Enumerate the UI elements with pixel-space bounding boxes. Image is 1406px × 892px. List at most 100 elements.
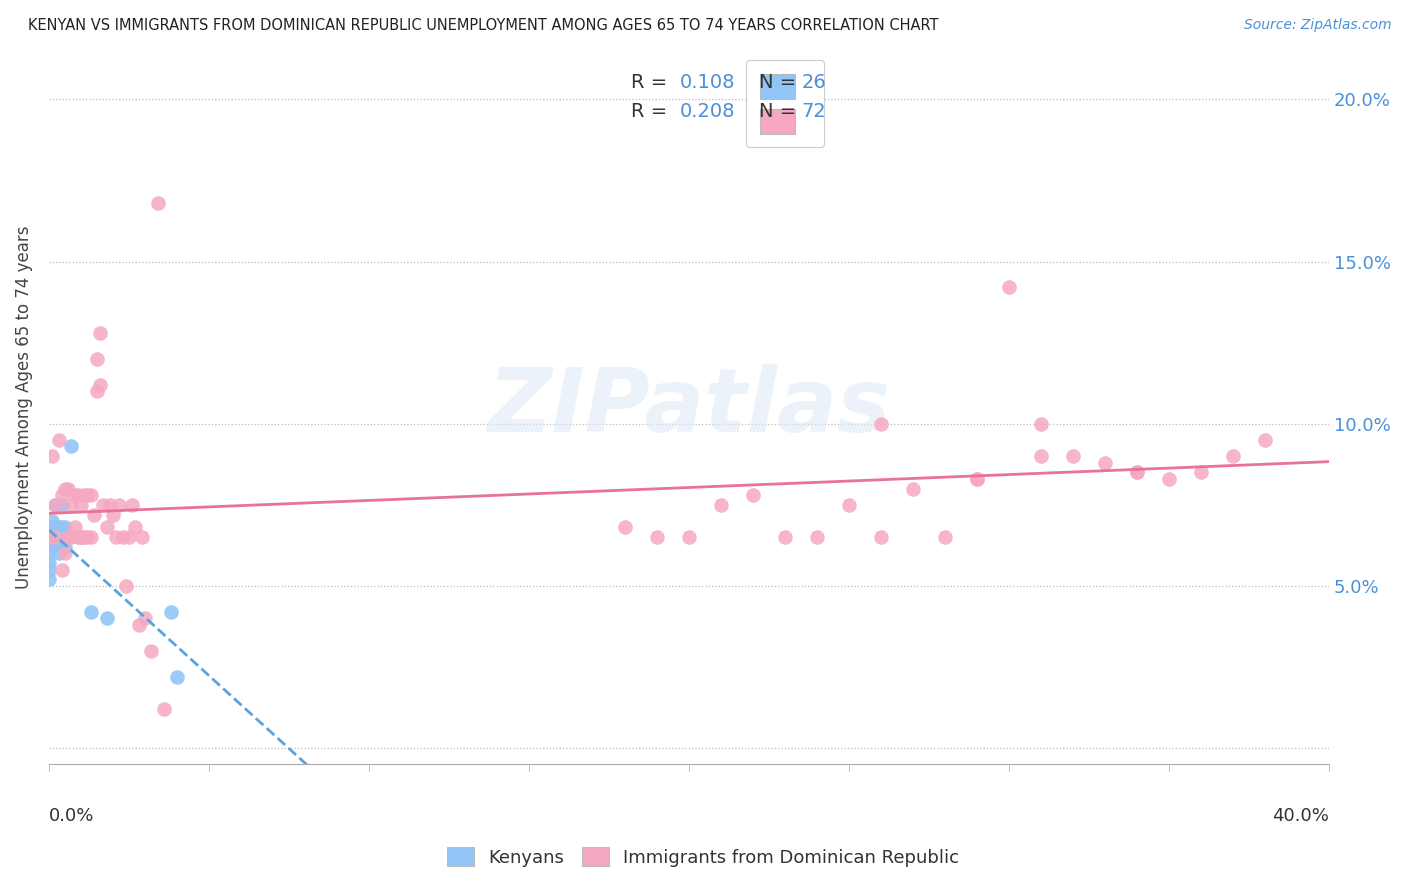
Point: [48, 433, 70, 447]
Text: N =: N =: [759, 102, 803, 120]
Point: [70, 498, 93, 512]
Text: 72: 72: [801, 102, 827, 120]
Point: [134, 611, 156, 625]
Point: [742, 488, 765, 502]
Point: [710, 498, 733, 512]
Point: [60, 530, 83, 544]
Y-axis label: Unemployment Among Ages 65 to 74 years: Unemployment Among Ages 65 to 74 years: [15, 226, 32, 590]
Point: [41, 540, 63, 554]
Text: R =: R =: [631, 102, 673, 120]
Point: [89, 326, 111, 340]
Point: [70, 530, 93, 544]
Point: [53, 482, 76, 496]
Point: [614, 520, 637, 534]
Point: [124, 520, 146, 534]
Point: [96, 520, 118, 534]
Point: [111, 530, 134, 544]
Point: [56, 482, 79, 496]
Point: [146, 196, 169, 211]
Point: [1189, 466, 1212, 480]
Point: [1062, 449, 1084, 463]
Point: [51, 537, 73, 551]
Legend: Kenyans, Immigrants from Dominican Republic: Kenyans, Immigrants from Dominican Repub…: [439, 840, 967, 874]
Point: [86, 351, 108, 366]
Point: [66, 530, 89, 544]
Point: [1126, 466, 1149, 480]
Point: [806, 530, 828, 544]
Point: [48, 546, 70, 560]
Point: [1254, 433, 1277, 447]
Text: 40.0%: 40.0%: [1272, 807, 1329, 825]
Point: [44, 498, 66, 512]
Point: [773, 530, 796, 544]
Point: [38, 546, 60, 560]
Point: [901, 482, 924, 496]
Point: [131, 530, 153, 544]
Point: [128, 617, 150, 632]
Point: [159, 605, 181, 619]
Point: [870, 417, 893, 431]
Point: [66, 488, 89, 502]
Point: [966, 472, 988, 486]
Point: [114, 579, 136, 593]
Point: [83, 508, 105, 522]
Text: ZIPatlas: ZIPatlas: [488, 364, 890, 451]
Point: [1126, 466, 1149, 480]
Point: [53, 520, 76, 534]
Text: R =: R =: [631, 73, 673, 92]
Point: [56, 530, 79, 544]
Point: [41, 449, 63, 463]
Point: [121, 498, 143, 512]
Point: [38, 556, 60, 570]
Point: [53, 546, 76, 560]
Text: 26: 26: [801, 73, 827, 92]
Point: [41, 530, 63, 544]
Point: [44, 498, 66, 512]
Point: [118, 530, 141, 544]
Point: [48, 520, 70, 534]
Point: [1094, 456, 1116, 470]
Point: [73, 488, 96, 502]
Point: [73, 530, 96, 544]
Point: [108, 498, 131, 512]
Point: [70, 530, 93, 544]
Point: [645, 530, 668, 544]
Point: [998, 280, 1021, 294]
Point: [51, 498, 73, 512]
Point: [44, 520, 66, 534]
Point: [966, 472, 988, 486]
Point: [44, 530, 66, 544]
Point: [51, 488, 73, 502]
Point: [89, 377, 111, 392]
Text: Source: ZipAtlas.com: Source: ZipAtlas.com: [1244, 18, 1392, 32]
Point: [166, 670, 188, 684]
Point: [1029, 449, 1052, 463]
Point: [870, 530, 893, 544]
Text: KENYAN VS IMMIGRANTS FROM DOMINICAN REPUBLIC UNEMPLOYMENT AMONG AGES 65 TO 74 YE: KENYAN VS IMMIGRANTS FROM DOMINICAN REPU…: [28, 18, 939, 33]
Point: [838, 498, 860, 512]
Text: 0.208: 0.208: [681, 102, 735, 120]
Point: [1029, 417, 1052, 431]
Text: 0.0%: 0.0%: [49, 807, 94, 825]
Point: [60, 498, 83, 512]
Point: [53, 540, 76, 554]
Point: [60, 439, 83, 453]
Point: [51, 520, 73, 534]
Point: [48, 530, 70, 544]
Point: [79, 605, 101, 619]
Point: [38, 573, 60, 587]
Point: [41, 514, 63, 528]
Point: [101, 508, 124, 522]
Point: [38, 563, 60, 577]
Point: [141, 644, 163, 658]
Legend: , : ,: [747, 61, 824, 147]
Point: [38, 530, 60, 544]
Point: [96, 611, 118, 625]
Point: [76, 488, 98, 502]
Text: 0.108: 0.108: [681, 73, 735, 92]
Text: N =: N =: [759, 73, 803, 92]
Point: [934, 530, 956, 544]
Point: [51, 563, 73, 577]
Point: [678, 530, 700, 544]
Point: [153, 702, 176, 716]
